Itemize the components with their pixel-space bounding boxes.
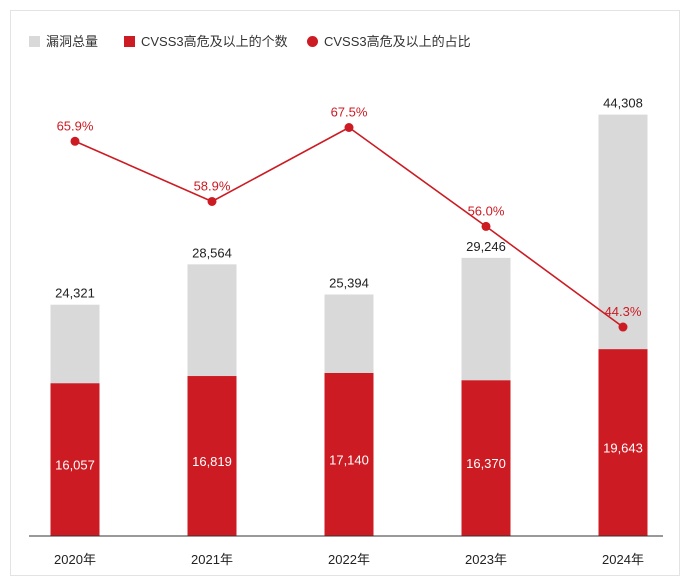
legend-total-label: 漏洞总量 [46, 34, 98, 49]
legend-high-ratio-swatch [307, 36, 318, 47]
pct-point-2023年 [481, 221, 491, 231]
bar-high-2023年 [461, 380, 511, 536]
bar-line-chart: 漏洞总量 CVSS3高危及以上的个数 CVSS3高危及以上的占比 65.9% 58.9… [29, 34, 663, 567]
bar-high-2022年 [324, 372, 374, 536]
total-label-2020年: 24,321 [55, 286, 95, 301]
high-label-2024年: 19,643 [603, 441, 643, 456]
total-label-2022年: 25,394 [329, 275, 369, 290]
legend-high-count-label: CVSS3高危及以上的个数 [141, 34, 288, 49]
pct-point-2021年 [207, 196, 217, 206]
high-label-2023年: 16,370 [466, 456, 506, 471]
x-tick-2022年: 2022年 [328, 552, 370, 567]
legend: 漏洞总量 CVSS3高危及以上的个数 CVSS3高危及以上的占比 [29, 34, 471, 49]
chart-frame: 漏洞总量 CVSS3高危及以上的个数 CVSS3高危及以上的占比 65.9% 58.9… [10, 10, 680, 576]
total-label-2021年: 28,564 [192, 245, 232, 260]
legend-total: 漏洞总量 [29, 34, 98, 49]
bar-high-2024年 [598, 349, 648, 536]
legend-high-count-swatch [124, 36, 135, 47]
legend-high-count: CVSS3高危及以上的个数 [124, 34, 288, 49]
percentage-line: 65.9% 58.9% 67.5% 56.0% 44.3% [57, 105, 642, 332]
x-tick-2020年: 2020年 [54, 552, 96, 567]
pct-label-2021年: 58.9% [194, 178, 231, 193]
pct-label-2023年: 56.0% [468, 203, 505, 218]
high-label-2022年: 17,140 [329, 452, 369, 467]
pct-point-2024年 [618, 322, 628, 332]
total-label-2024年: 44,308 [603, 96, 643, 111]
legend-high-ratio: CVSS3高危及以上的占比 [307, 34, 471, 49]
data-labels: 24,321 16,057 28,564 16,819 25,394 17,140 29,2… [55, 96, 643, 473]
x-axis: 2020年 2021年 2022年 2023年 2024年 [29, 535, 663, 567]
bar-high-2021年 [187, 376, 237, 536]
total-label-2023年: 29,246 [466, 239, 506, 254]
x-tick-2023年: 2023年 [465, 552, 507, 567]
x-tick-2021年: 2021年 [191, 552, 233, 567]
pct-label-2020年: 65.9% [57, 118, 94, 133]
pct-point-2022年 [344, 123, 354, 132]
legend-high-ratio-label: CVSS3高危及以上的占比 [324, 34, 471, 49]
legend-total-swatch [29, 36, 40, 47]
pct-label-2024年: 44.3% [605, 304, 642, 319]
high-label-2021年: 16,819 [192, 454, 232, 469]
bars [50, 114, 648, 536]
x-tick-2024年: 2024年 [602, 552, 644, 567]
pct-point-2020年 [70, 136, 80, 146]
high-label-2020年: 16,057 [55, 458, 95, 473]
bar-high-2020年 [50, 383, 100, 536]
pct-label-2022年: 67.5% [331, 105, 368, 120]
